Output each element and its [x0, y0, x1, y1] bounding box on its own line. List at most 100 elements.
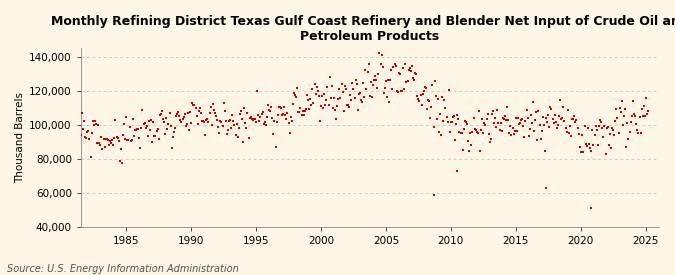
Point — [570, 120, 580, 124]
Point — [315, 119, 325, 124]
Point — [257, 110, 268, 114]
Point — [601, 126, 612, 130]
Point — [512, 129, 522, 134]
Point — [455, 131, 466, 135]
Point — [106, 141, 117, 145]
Point — [261, 123, 271, 128]
Point — [603, 143, 614, 148]
Point — [584, 142, 595, 146]
Point — [309, 82, 320, 87]
Point — [546, 106, 557, 111]
Point — [219, 108, 230, 113]
Point — [166, 146, 177, 150]
Point — [92, 123, 103, 127]
Point — [216, 119, 227, 124]
Point — [345, 93, 356, 98]
Point — [359, 94, 370, 99]
Point — [151, 129, 162, 134]
Point — [418, 89, 429, 93]
Point — [593, 143, 603, 147]
Point — [340, 87, 351, 91]
Point — [623, 137, 634, 141]
Point — [566, 133, 576, 138]
Point — [586, 148, 597, 153]
Point — [371, 78, 381, 82]
Point — [464, 149, 475, 153]
Point — [90, 119, 101, 123]
Point — [390, 64, 401, 68]
Point — [370, 73, 381, 78]
Point — [178, 115, 189, 119]
Point — [174, 114, 185, 118]
Point — [132, 127, 142, 131]
Point — [522, 116, 533, 120]
Point — [533, 109, 544, 114]
Point — [259, 122, 269, 126]
Point — [474, 109, 485, 113]
Point — [198, 119, 209, 124]
Point — [101, 137, 111, 141]
Point — [487, 112, 497, 116]
Point — [574, 145, 585, 149]
Point — [460, 120, 471, 124]
Point — [408, 75, 418, 80]
Point — [182, 111, 193, 115]
Point — [204, 111, 215, 115]
Point — [404, 66, 415, 70]
Point — [212, 118, 223, 122]
Point — [221, 131, 232, 136]
Point — [205, 105, 216, 109]
Point — [295, 106, 306, 110]
Point — [400, 61, 411, 66]
Point — [243, 136, 254, 140]
Point — [639, 104, 649, 108]
Point — [201, 117, 212, 122]
Point — [349, 96, 360, 101]
Point — [572, 126, 583, 130]
Point — [596, 120, 607, 124]
Point — [365, 80, 376, 85]
Point — [169, 126, 180, 130]
Point — [313, 94, 324, 98]
Point — [207, 123, 217, 127]
Point — [327, 106, 338, 110]
Point — [362, 70, 373, 74]
Point — [600, 152, 611, 156]
Point — [578, 150, 589, 154]
Point — [294, 109, 305, 114]
Point — [471, 130, 482, 134]
Point — [598, 134, 609, 139]
Point — [630, 114, 641, 118]
Point — [440, 106, 451, 110]
Point — [90, 122, 101, 126]
Point — [476, 128, 487, 133]
Point — [115, 146, 126, 151]
Point — [311, 85, 322, 89]
Point — [325, 95, 336, 100]
Point — [95, 143, 106, 147]
Point — [291, 94, 302, 99]
Point — [441, 115, 452, 119]
Point — [616, 109, 626, 114]
Y-axis label: Thousand Barrels: Thousand Barrels — [15, 92, 25, 183]
Point — [487, 109, 498, 114]
Point — [147, 140, 158, 144]
Point — [350, 78, 361, 82]
Point — [194, 106, 205, 110]
Point — [467, 130, 478, 134]
Point — [456, 130, 467, 135]
Point — [338, 90, 348, 94]
Point — [392, 89, 402, 93]
Point — [250, 117, 261, 121]
Point — [136, 126, 146, 130]
Point — [548, 121, 559, 126]
Point — [556, 117, 566, 121]
Point — [346, 98, 356, 103]
Point — [171, 112, 182, 117]
Point — [506, 133, 517, 138]
Point — [331, 117, 342, 122]
Point — [213, 125, 223, 130]
Point — [632, 128, 643, 132]
Point — [192, 122, 203, 127]
Point — [187, 101, 198, 106]
